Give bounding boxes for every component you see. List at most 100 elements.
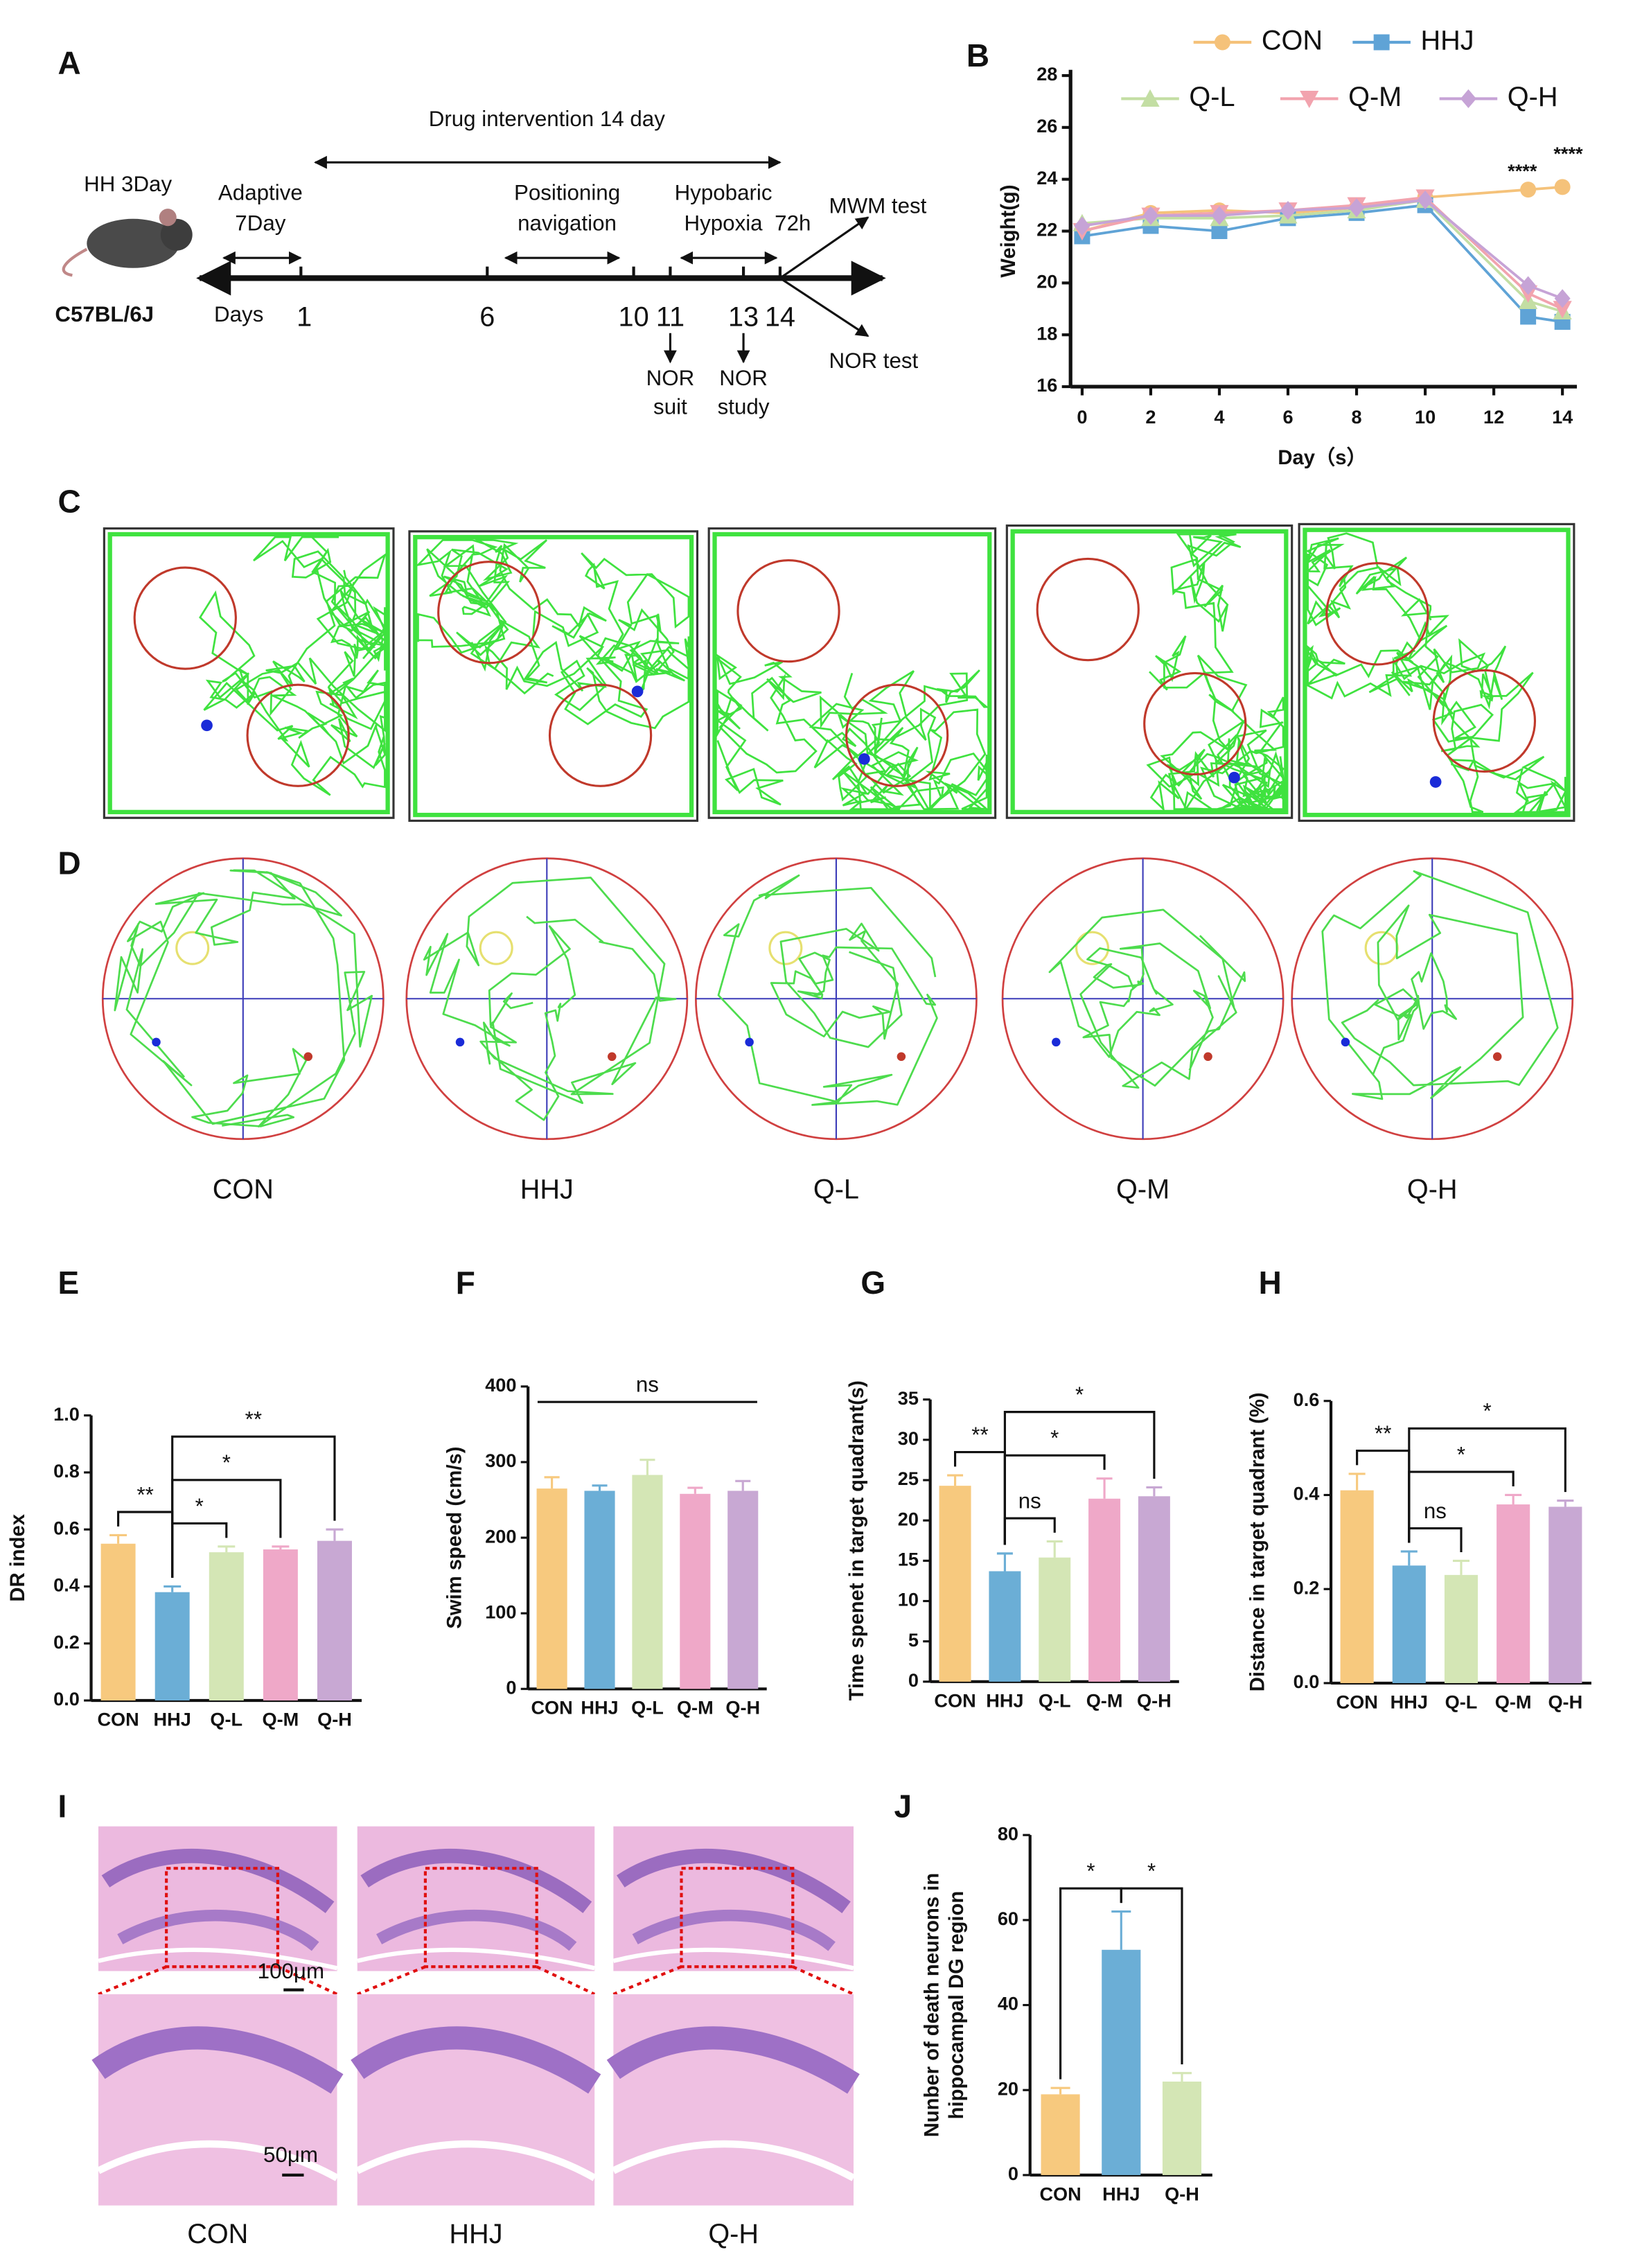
track	[199, 536, 388, 796]
x-tick-label: 2	[1145, 406, 1156, 428]
start-dot	[1429, 776, 1442, 788]
panel-label: C	[58, 483, 81, 519]
swim-path	[1321, 870, 1559, 1100]
x-tick-label: 12	[1483, 406, 1504, 428]
tissue-overview	[613, 1826, 854, 1971]
mouse-tail	[62, 247, 88, 277]
fissure	[98, 1947, 338, 1971]
significance-bracket	[171, 1435, 336, 1578]
y-axis-title: Distance in target quadrant (%)	[1246, 1392, 1269, 1691]
data-point	[1554, 289, 1571, 308]
panel-label: I	[58, 1788, 67, 1825]
granule-layer	[91, 2026, 344, 2094]
panel-label: E	[58, 1265, 80, 1301]
x-tick-label: HHJ	[581, 1697, 618, 1718]
duration-label: 72h	[775, 211, 811, 235]
y-tick-label: 30	[898, 1427, 919, 1449]
data-point	[1074, 216, 1091, 236]
significance-label: *	[1050, 1426, 1059, 1450]
y-tick-label: 0.8	[53, 1460, 80, 1482]
significance-label: **	[136, 1482, 153, 1506]
y-axis-title: DR index	[7, 1513, 29, 1601]
arena-edge	[1303, 527, 1571, 818]
object-zone	[548, 683, 653, 787]
x-tick-label: 4	[1214, 406, 1224, 428]
group-label: Q-H	[708, 2219, 759, 2249]
panel-label: J	[894, 1788, 912, 1825]
end-dot	[897, 1052, 906, 1062]
bar	[989, 1571, 1021, 1682]
bar	[680, 1493, 711, 1689]
data-point	[1211, 223, 1228, 240]
y-tick-label: 0.4	[1294, 1483, 1320, 1504]
swim-path	[717, 874, 938, 1106]
fissure	[612, 2140, 856, 2181]
data-point	[1520, 276, 1537, 295]
start-dot	[1228, 771, 1240, 784]
group-label: CON	[187, 2219, 248, 2249]
y-tick-label: 1.0	[53, 1403, 80, 1425]
x-tick-label: 6	[1282, 406, 1293, 428]
bar	[1548, 1506, 1582, 1683]
y-tick-label: 0.6	[1294, 1389, 1320, 1410]
significance-bracket	[1408, 1527, 1463, 1552]
object-zone	[133, 566, 237, 670]
zoom-box	[423, 1867, 538, 1969]
zoom-line	[98, 1965, 167, 1996]
significance-label: *	[1483, 1399, 1491, 1423]
phase-label: Hypobaric	[675, 181, 773, 205]
y-tick-label: 40	[998, 1993, 1018, 2014]
track	[1305, 532, 1567, 814]
legend-label: CON	[1262, 26, 1323, 56]
bar	[1102, 1949, 1141, 2175]
x-tick-label: 10	[1415, 406, 1436, 428]
legend-marker	[1140, 89, 1160, 107]
day-label: 11	[656, 301, 685, 332]
y-tick-label: 24	[1036, 167, 1057, 188]
platform	[768, 931, 803, 965]
phase-label: Positioning	[514, 181, 620, 205]
x-tick-label: HHJ	[986, 1689, 1023, 1711]
end-dot	[303, 1052, 313, 1062]
start-dot	[1052, 1037, 1061, 1047]
x-tick-label: Q-H	[1137, 1689, 1172, 1711]
x-tick-label: Q-M	[677, 1697, 714, 1718]
day-label: 14	[765, 301, 795, 332]
x-tick-label: Q-L	[1445, 1691, 1478, 1712]
data-point	[1417, 191, 1433, 210]
y-tick-label: 0.2	[53, 1631, 80, 1653]
panel-label: A	[58, 45, 81, 81]
legend-label: Q-M	[1348, 82, 1402, 112]
x-tick-label: CON	[1336, 1691, 1378, 1712]
annotation: ****	[1553, 143, 1583, 164]
y-tick-label: 5	[908, 1629, 919, 1651]
significance-label: **	[971, 1423, 988, 1447]
significance-bracket	[1120, 1887, 1183, 2065]
x-tick-label: CON	[97, 1708, 139, 1730]
group-label: Q-H	[1407, 1174, 1458, 1204]
day-label: 10	[619, 301, 649, 332]
x-tick-label: Q-L	[1039, 1689, 1071, 1711]
day-label: 1	[297, 301, 312, 332]
x-tick-label: 8	[1351, 406, 1361, 428]
y-axis-title: Nunber of death neurons in	[921, 1873, 944, 2137]
data-point	[1553, 301, 1572, 319]
x-tick-label: Q-H	[1165, 2183, 1199, 2204]
arena-edge	[413, 535, 694, 818]
legend-label: Q-H	[1508, 82, 1558, 112]
significance-label: *	[1147, 1858, 1156, 1883]
start-dot	[1341, 1037, 1350, 1047]
y-tick-label: 18	[1036, 322, 1057, 344]
bar	[317, 1540, 352, 1700]
bar	[100, 1543, 136, 1700]
dentate-band	[101, 1848, 335, 1913]
phase-label: navigation	[518, 211, 617, 235]
x-axis-title: Day（s）	[1278, 446, 1366, 469]
x-tick-label: Q-M	[1086, 1689, 1123, 1711]
y-tick-label: 0.0	[1294, 1671, 1320, 1692]
bar	[155, 1592, 190, 1700]
significance-label: *	[195, 1494, 204, 1518]
panel-label: B	[966, 37, 989, 73]
test-label: MWM test	[829, 193, 926, 218]
panel-label: D	[58, 845, 81, 881]
